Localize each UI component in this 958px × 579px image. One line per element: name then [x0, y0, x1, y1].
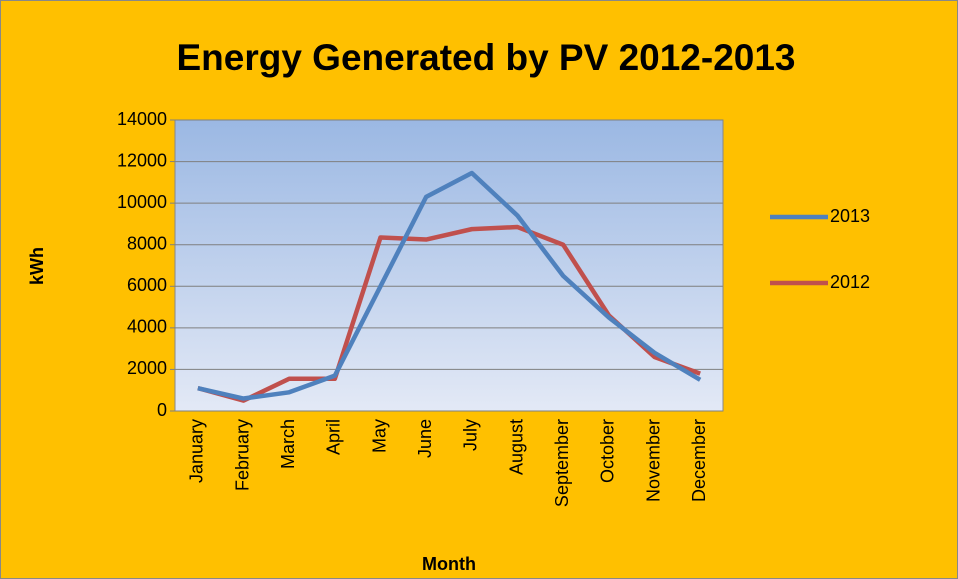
x-tick-label: March [278, 419, 298, 469]
x-tick-label: November [643, 419, 663, 502]
legend-label: 2012 [830, 272, 870, 292]
x-tick-label: February [232, 419, 252, 491]
y-tick-label: 6000 [127, 275, 167, 295]
plot-area [174, 119, 724, 412]
x-tick-label: June [415, 419, 435, 458]
x-tick-label: April [324, 419, 344, 455]
chart-title: Energy Generated by PV 2012-2013 [176, 37, 795, 78]
legend-label: 2013 [830, 206, 870, 226]
x-tick-label: July [461, 419, 481, 451]
x-axis-label: Month [422, 554, 476, 574]
data-line [197, 170, 702, 401]
x-tick-label: August [506, 419, 526, 475]
y-tick-label: 0 [157, 400, 167, 420]
y-tick-label: 8000 [127, 233, 167, 253]
y-tick-label: 2000 [127, 358, 167, 378]
y-tick-label: 12000 [117, 150, 167, 170]
y-tick-label: 4000 [127, 317, 167, 337]
x-tick-label: January [187, 419, 207, 483]
y-tick-label: 14000 [117, 109, 167, 129]
x-tick-label: May [369, 419, 389, 453]
x-tick-label: October [598, 419, 618, 483]
y-tick-label: 10000 [117, 192, 167, 212]
y-axis-label: kWh [27, 247, 47, 285]
x-tick-label: September [552, 419, 572, 507]
x-tick-label: December [689, 419, 709, 502]
